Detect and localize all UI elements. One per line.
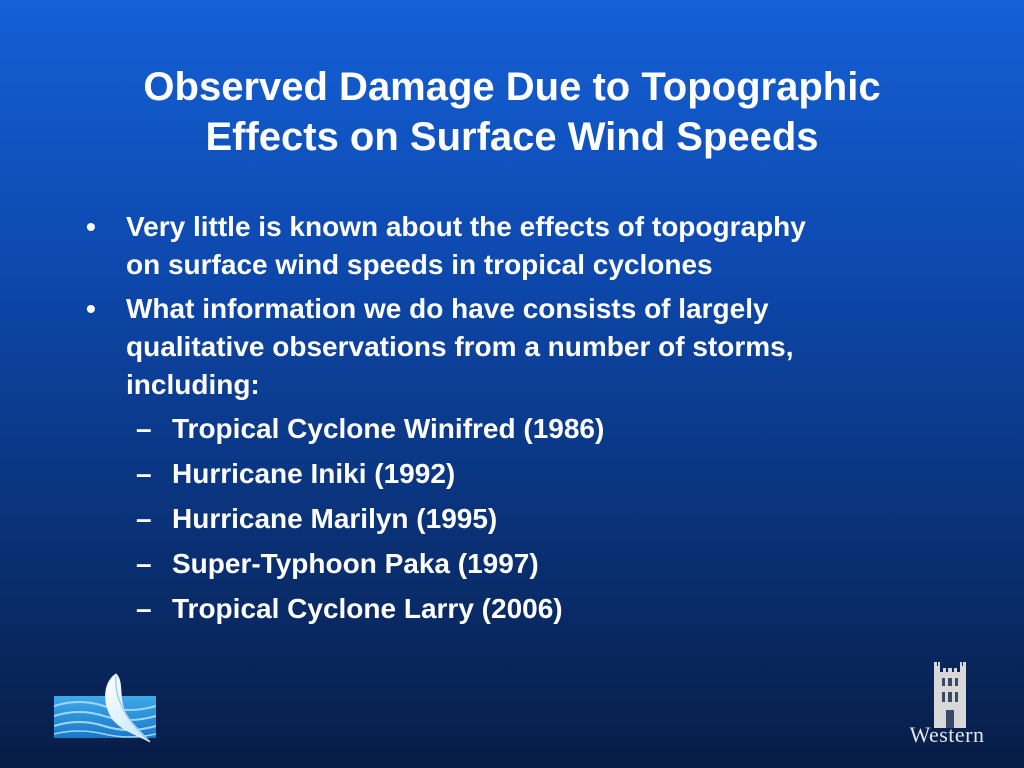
bullet-text-line: including: (126, 369, 260, 400)
bullet-marker: • (86, 293, 96, 324)
sub-bullet-item: – Hurricane Iniki (1992) (86, 455, 986, 493)
sub-bullet-text: Hurricane Iniki (1992) (172, 458, 456, 489)
western-logo: Western (900, 660, 992, 750)
sub-bullet-marker: – (136, 458, 152, 489)
bullet-text-line: on surface wind speeds in tropical cyclo… (126, 249, 713, 280)
sub-bullet-text: Tropical Cyclone Larry (2006) (172, 593, 563, 624)
bullet-text-line: qualitative observations from a number o… (126, 331, 794, 362)
slide-content: • Very little is known about the effects… (86, 208, 986, 635)
wind-wave-logo-icon (53, 672, 157, 744)
bullet-item: • Very little is known about the effects… (86, 208, 986, 284)
bullet-text-line: What information we do have consists of … (126, 293, 769, 324)
slide-title: Observed Damage Due to Topographic Effec… (40, 62, 984, 162)
sub-bullet-marker: – (136, 548, 152, 579)
bullet-item: • What information we do have consists o… (86, 290, 986, 404)
sub-bullet-text: Tropical Cyclone Winifred (1986) (172, 413, 605, 444)
sub-bullet-item: – Tropical Cyclone Winifred (1986) (86, 410, 986, 448)
bullet-text-line: Very little is known about the effects o… (126, 211, 806, 242)
western-wordmark: Western (909, 722, 985, 747)
western-tower-logo-icon (934, 662, 966, 728)
sub-bullet-item: – Hurricane Marilyn (1995) (86, 500, 986, 538)
sub-bullet-marker: – (136, 413, 152, 444)
sub-bullet-marker: – (136, 503, 152, 534)
sub-bullet-marker: – (136, 593, 152, 624)
title-line-1: Observed Damage Due to Topographic (143, 65, 881, 109)
sub-bullet-text: Super-Typhoon Paka (1997) (172, 548, 539, 579)
title-line-2: Effects on Surface Wind Speeds (205, 115, 819, 159)
sub-bullet-item: – Super-Typhoon Paka (1997) (86, 545, 986, 583)
bullet-marker: • (86, 211, 96, 242)
sub-bullet-item: – Tropical Cyclone Larry (2006) (86, 590, 986, 628)
sub-bullet-text: Hurricane Marilyn (1995) (172, 503, 498, 534)
